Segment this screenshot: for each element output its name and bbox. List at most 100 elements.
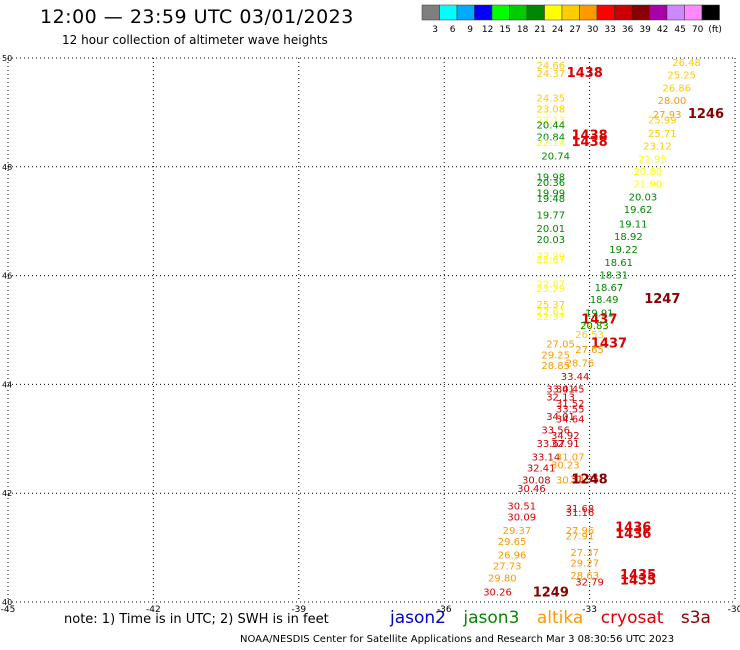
wave-height-label: 21.90 (633, 179, 662, 190)
mission-jason2: jason2 (390, 608, 446, 628)
wave-height-label: 23.08 (537, 104, 566, 115)
wave-height-label: 18.67 (595, 283, 624, 294)
wave-height-label: 32.13 (546, 393, 575, 404)
wave-height-label: 30.23 (551, 461, 580, 472)
pass-time-label: 1437 (591, 336, 627, 351)
wave-height-label: 27.65 (575, 345, 604, 356)
pass-time-label: 1438 (567, 66, 603, 81)
wave-height-label: 28.00 (658, 96, 687, 107)
wave-height-label: 22.29 (537, 251, 566, 262)
wave-height-label: 28.76 (566, 358, 595, 369)
scale-label: 15 (499, 25, 510, 35)
x-tick-label: -39 (291, 605, 306, 615)
scale-label: 36 (622, 25, 634, 35)
wave-height-label: 25.37 (537, 300, 566, 311)
scale-label: 33 (604, 25, 615, 35)
wave-height-label: 24.73 (580, 322, 609, 333)
wave-height-label: 19.11 (619, 220, 648, 231)
wave-height-label: 20.80 (633, 167, 662, 178)
wave-height-label: 28.63 (570, 571, 599, 582)
wave-height-label: 22.37 (537, 312, 566, 323)
wave-height-label: 24.66 (537, 61, 566, 72)
pass-time-label: 1249 (533, 586, 569, 601)
pass-time-label: 1435 (620, 574, 656, 589)
y-tick-label: 40 (2, 598, 12, 607)
wave-height-label: 29.27 (570, 559, 599, 570)
wave-height-label: 20.83 (580, 321, 609, 332)
wave-height-label: 31.16 (566, 508, 595, 519)
wave-height-label: 26.53 (575, 330, 604, 341)
grid-lines (7, 57, 736, 603)
wave-height-label: 30.09 (507, 512, 536, 523)
x-tick-label: -45 (1, 605, 16, 615)
x-tick-label: -42 (146, 605, 161, 615)
scale-label: 21 (534, 25, 545, 35)
wave-height-label: 22.14 (537, 138, 566, 149)
wave-height-label: 22.13 (537, 115, 566, 126)
scale-label: 42 (657, 25, 668, 35)
wave-height-label: 20.36 (537, 178, 566, 189)
wave-height-label: 32.91 (551, 439, 580, 450)
wave-height-label: 34.45 (556, 385, 585, 396)
wave-height-label: 27.73 (493, 561, 522, 572)
pass-time-label: 1437 (581, 312, 617, 327)
y-tick-label: 44 (2, 380, 12, 389)
wave-height-label: 33.14 (532, 453, 561, 464)
wave-height-label: 30.26 (483, 587, 512, 598)
pass-time-label: 1436 (615, 520, 651, 535)
wave-height-label: 24.35 (537, 94, 566, 105)
scale-label: 27 (569, 25, 580, 35)
wave-height-label: 20.03 (537, 235, 566, 246)
wave-height-label: 29.80 (488, 573, 517, 584)
wave-height-label: 29.25 (541, 350, 570, 361)
wave-height-label: 34.01 (546, 412, 575, 423)
chart-title: 12:00 — 23:59 UTC 03/01/2023 (40, 6, 354, 28)
wave-height-label: 30.08 (522, 475, 551, 486)
x-tick-label: -33 (582, 605, 597, 615)
wave-height-label: 26.48 (672, 58, 701, 69)
pass-time-label: 1248 (572, 472, 608, 487)
x-tick-label: -36 (437, 605, 452, 615)
wave-height-label: 34.92 (551, 431, 580, 442)
y-tick-label: 48 (2, 163, 12, 172)
scale-label: 9 (467, 25, 473, 35)
wave-height-label: 29.65 (498, 537, 527, 548)
mission-legend: jason2 jason3 altika cryosat s3a (390, 608, 723, 628)
wave-height-label: 21.95 (638, 154, 667, 165)
pass-time-label: 1435 (620, 568, 656, 583)
wave-height-label: 27.37 (570, 548, 599, 559)
wave-height-label: 31.07 (556, 453, 585, 464)
mission-jason3: jason3 (463, 608, 520, 628)
wave-height-label: 33.67 (537, 439, 566, 450)
scale-label: 12 (482, 25, 493, 35)
mission-altika: altika (536, 608, 584, 628)
wave-height-label: 27.91 (566, 531, 595, 542)
wave-height-label: 23.29 (537, 284, 566, 295)
wave-height-label: 18.31 (600, 270, 629, 281)
chart-subtitle: 12 hour collection of altimeter wave hei… (62, 33, 328, 47)
wave-height-label: 34.64 (556, 414, 585, 425)
y-tick-label: 50 (2, 54, 12, 63)
scale-label: 24 (552, 25, 564, 35)
footer-note: note: 1) Time is in UTC; 2) SWH is in fe… (64, 612, 329, 627)
wave-height-label: 30.51 (507, 502, 536, 513)
mission-cryosat: cryosat (600, 608, 664, 628)
wave-height-label: 30.46 (517, 484, 546, 495)
pass-time-label: 1438 (572, 129, 608, 144)
wave-height-label: 31.52 (556, 399, 585, 410)
scale-label: 3 (432, 25, 438, 35)
wave-height-label: 26.86 (663, 84, 692, 95)
wave-height-label: 33.44 (561, 372, 590, 383)
wave-height-label: 19.98 (537, 172, 566, 183)
wave-height-label: 33.56 (541, 425, 570, 436)
scale-label: 39 (639, 25, 651, 35)
wave-height-label: 19.99 (537, 189, 566, 200)
wave-height-label: 18.61 (604, 258, 633, 269)
pass-time-label: 1247 (644, 292, 680, 307)
y-tick-label: 42 (2, 489, 12, 498)
wave-height-label: 26.96 (498, 550, 527, 561)
wave-height-label: 18.49 (590, 295, 619, 306)
pass-time-label: 1246 (688, 107, 724, 122)
wave-height-label: 25.99 (648, 115, 677, 126)
color-scale-legend: 3 6 9 12 15 18 21 24 27 30 33 36 39 42 45 70 (ft) (421, 4, 722, 35)
